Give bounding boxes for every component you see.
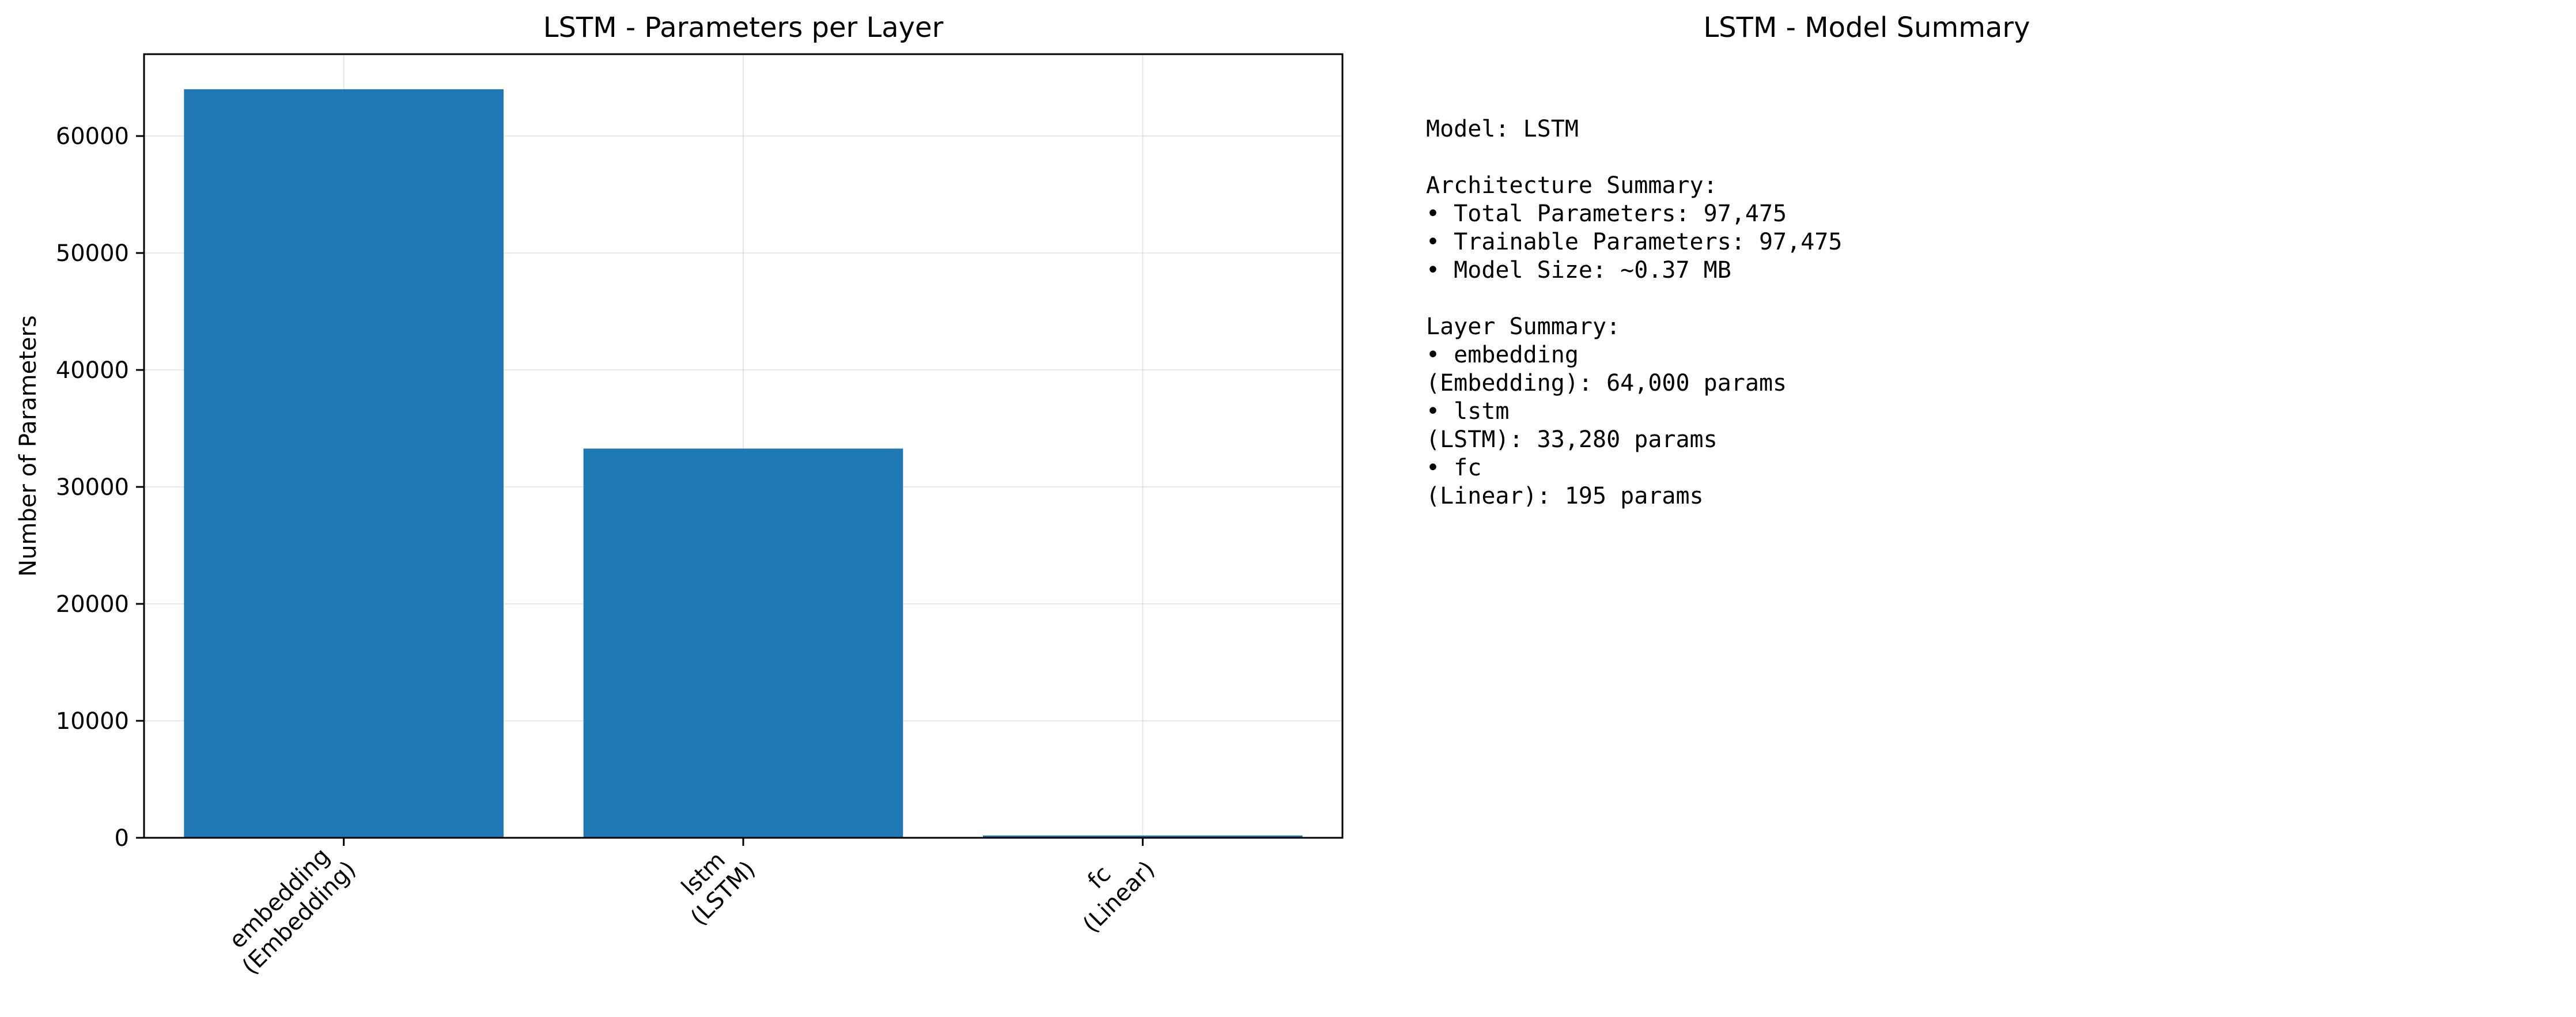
y-tick-label: 10000 bbox=[56, 708, 129, 735]
y-tick-label: 0 bbox=[115, 825, 129, 852]
x-tick-label-text: fc(Linear) bbox=[1058, 837, 1160, 938]
x-tick-label-text: embedding(Embedding) bbox=[218, 837, 361, 980]
bar bbox=[983, 835, 1303, 838]
y-axis-ticks: 0 10000 20000 30000 40000 50000 60000 bbox=[56, 123, 144, 852]
bar bbox=[184, 89, 504, 838]
y-tick-label: 30000 bbox=[56, 474, 129, 501]
x-tick-label: embedding(Embedding) bbox=[218, 837, 361, 980]
x-tick-label: fc(Linear) bbox=[1058, 837, 1160, 939]
x-tick-label: lstm(LSTM) bbox=[666, 837, 761, 931]
x-axis-ticks: embedding(Embedding) lstm(LSTM) fc(Linear) bbox=[218, 837, 1160, 980]
y-tick-label: 50000 bbox=[56, 240, 129, 267]
y-tick-label: 40000 bbox=[56, 357, 129, 384]
model-summary-text: Model: LSTM Architecture Summary: • Tota… bbox=[1426, 116, 1843, 509]
bar bbox=[583, 448, 903, 838]
summary-title: LSTM - Model Summary bbox=[1703, 12, 2030, 44]
y-axis-label: Number of Parameters bbox=[15, 315, 41, 577]
chart-title: LSTM - Parameters per Layer bbox=[543, 12, 944, 44]
bar-series bbox=[184, 89, 1303, 838]
y-tick-label: 60000 bbox=[56, 123, 129, 150]
x-tick-label-text: lstm(LSTM) bbox=[666, 837, 761, 931]
y-tick-label: 20000 bbox=[56, 591, 129, 618]
